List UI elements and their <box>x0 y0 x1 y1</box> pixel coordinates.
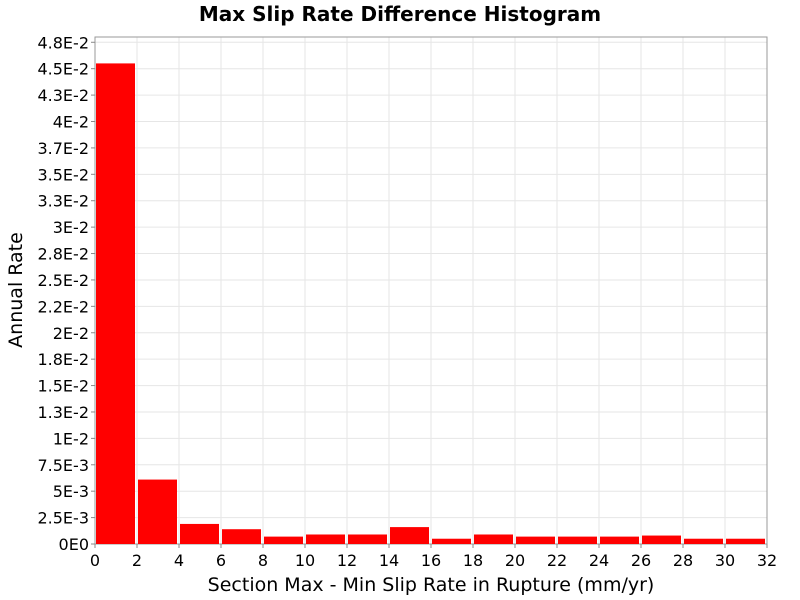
x-tick-label: 6 <box>216 551 226 570</box>
x-tick-label: 2 <box>132 551 142 570</box>
y-tick-label: 4E-2 <box>53 113 89 132</box>
x-tick-label: 0 <box>90 551 100 570</box>
y-tick-label: 4.3E-2 <box>37 86 89 105</box>
histogram-bar-5 <box>264 536 303 544</box>
x-tick-label: 10 <box>295 551 315 570</box>
y-tick-label: 1.8E-2 <box>37 350 89 369</box>
x-tick-label: 8 <box>258 551 268 570</box>
histogram-bar-13 <box>600 536 639 544</box>
histogram-bar-14 <box>642 535 681 544</box>
y-axis-ticks: 0E0 2.5E-3 5E-3 7.5E-3 1E-2 1.3E-2 1.5E-2 1.8E-… <box>37 33 95 554</box>
y-tick-label: 3.7E-2 <box>37 139 89 158</box>
y-axis-label: Annual Rate <box>5 232 27 348</box>
histogram-bar-3 <box>180 523 219 544</box>
x-tick-label: 4 <box>174 551 184 570</box>
y-tick-label: 4.8E-2 <box>37 33 89 52</box>
histogram-bar-7 <box>348 534 387 544</box>
x-tick-label: 20 <box>505 551 525 570</box>
y-tick-label: 7.5E-3 <box>37 456 89 475</box>
histogram-bar-12 <box>558 536 597 544</box>
y-tick-label: 1E-2 <box>53 429 89 448</box>
x-tick-label: 16 <box>421 551 441 570</box>
histogram-bar-8 <box>390 527 429 544</box>
x-tick-label: 14 <box>379 551 399 570</box>
x-tick-label: 32 <box>757 551 777 570</box>
x-tick-label: 24 <box>589 551 609 570</box>
y-tick-label: 3E-2 <box>53 218 89 237</box>
x-tick-label: 12 <box>337 551 357 570</box>
x-tick-label: 22 <box>547 551 567 570</box>
x-axis-ticks: 0 2 4 6 8 10 12 14 16 18 20 22 24 26 28 30 32 <box>90 544 777 570</box>
y-tick-label: 3.3E-2 <box>37 192 89 211</box>
chart-title: Max Slip Rate Difference Histogram <box>199 2 601 26</box>
histogram-bar-2 <box>138 479 177 544</box>
histogram-bars <box>96 63 765 544</box>
histogram-bar-9 <box>432 538 471 544</box>
x-tick-label: 26 <box>631 551 651 570</box>
y-tick-label: 2.5E-3 <box>37 509 89 528</box>
y-tick-label: 2.2E-2 <box>37 297 89 316</box>
y-tick-label: 1.5E-2 <box>37 377 89 396</box>
y-tick-label: 3.5E-2 <box>37 165 89 184</box>
y-tick-label: 2.8E-2 <box>37 245 89 264</box>
x-tick-label: 30 <box>715 551 735 570</box>
y-tick-label: 1.3E-2 <box>37 403 89 422</box>
histogram-bar-6 <box>306 534 345 544</box>
histogram-bar-1 <box>96 63 135 544</box>
x-tick-label: 18 <box>463 551 483 570</box>
histogram-bar-11 <box>516 536 555 544</box>
y-tick-label: 4.5E-2 <box>37 60 89 79</box>
x-tick-label: 28 <box>673 551 693 570</box>
y-tick-label: 2.5E-2 <box>37 271 89 290</box>
histogram-bar-16 <box>726 538 765 544</box>
histogram-bar-15 <box>684 538 723 544</box>
y-tick-label: 0E0 <box>59 535 89 554</box>
y-tick-label: 2E-2 <box>53 324 89 343</box>
histogram-bar-10 <box>474 534 513 544</box>
x-axis-label: Section Max - Min Slip Rate in Rupture (… <box>208 574 655 596</box>
grid <box>94 37 768 545</box>
histogram-bar-4 <box>222 529 261 544</box>
y-tick-label: 5E-3 <box>53 482 89 501</box>
